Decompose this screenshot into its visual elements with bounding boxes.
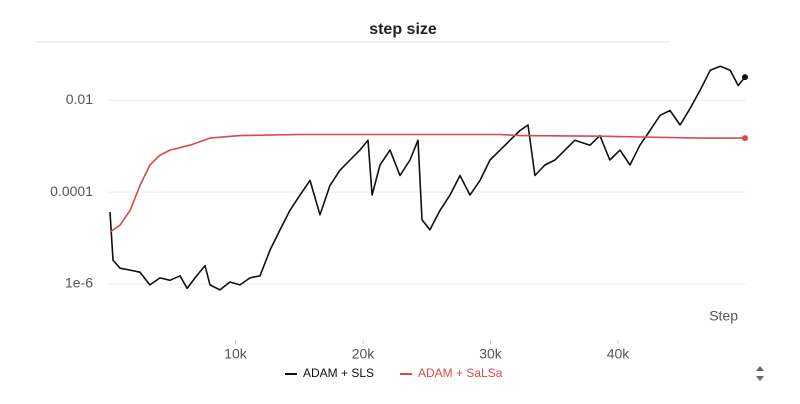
y-tick-label: 0.0001 bbox=[50, 183, 93, 199]
legend-label: ADAM + SLS bbox=[303, 366, 374, 380]
x-axis-label: Step bbox=[709, 308, 738, 324]
y-tick-label: 1e-6 bbox=[65, 275, 93, 291]
line-series bbox=[109, 133, 745, 233]
x-tick-label: 20k bbox=[352, 346, 376, 362]
chart-title: step size bbox=[369, 21, 437, 38]
x-tick-label: 10k bbox=[224, 346, 248, 362]
scroll-arrows[interactable] bbox=[756, 366, 764, 381]
legend-label: ADAM + SaLSa bbox=[418, 366, 503, 380]
x-tick-label: 30k bbox=[479, 346, 503, 362]
line-series bbox=[109, 65, 746, 291]
scroll-icon[interactable] bbox=[756, 366, 764, 381]
x-tick-label: 40k bbox=[607, 346, 631, 362]
end-point bbox=[741, 135, 748, 142]
y-tick-label: 0.01 bbox=[66, 91, 93, 107]
end-point bbox=[741, 74, 748, 81]
